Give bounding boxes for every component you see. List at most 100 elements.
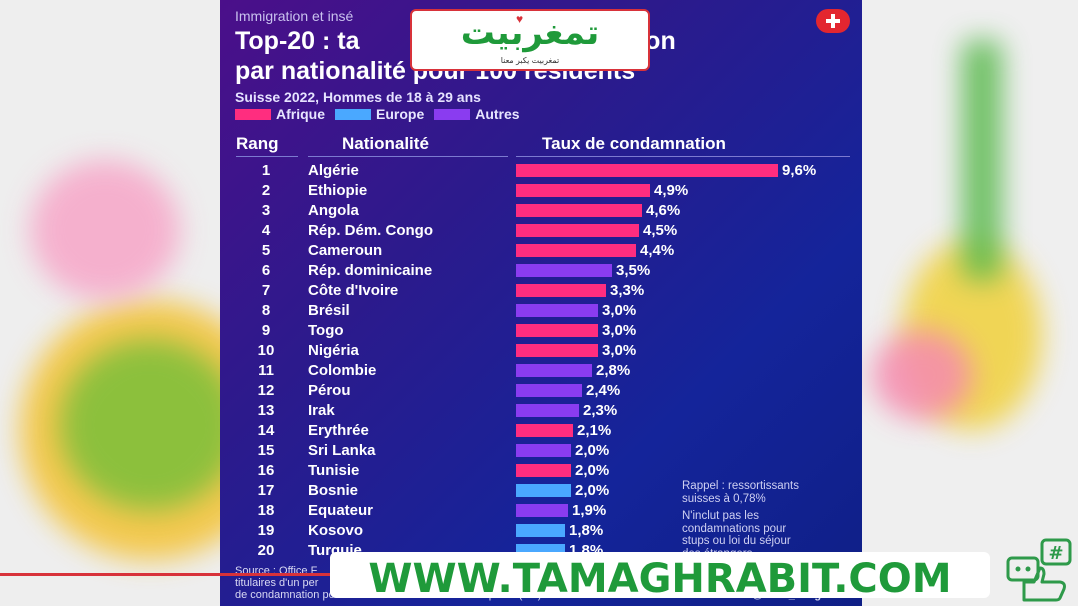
value-label: 4,4% xyxy=(640,242,675,259)
header-underline xyxy=(516,156,850,157)
site-logo[interactable]: ♥ تمغربيت تمغربيت يكبر معنا xyxy=(410,9,650,71)
country-label: Rép. dominicaine xyxy=(308,262,433,279)
bar xyxy=(516,264,612,277)
country-label: Equateur xyxy=(308,502,374,519)
rank-number: 4 xyxy=(261,222,271,239)
country-label: Ethiopie xyxy=(308,182,368,199)
legend-label: Autres xyxy=(475,106,520,122)
rank-number: 10 xyxy=(257,342,275,359)
column-header-rate: Taux de condamnation xyxy=(542,134,726,153)
background-right xyxy=(862,0,1078,606)
value-label: 2,0% xyxy=(575,482,610,499)
chart-subtitle: Suisse 2022, Hommes de 18 à 29 ans xyxy=(235,89,481,105)
rank-number: 5 xyxy=(261,242,271,259)
rank-number: 9 xyxy=(261,322,271,339)
legend-label: Afrique xyxy=(276,106,325,122)
rank-number: 13 xyxy=(257,402,275,419)
value-label: 4,5% xyxy=(643,222,678,239)
country-label: Kosovo xyxy=(308,522,364,539)
rank-number: 20 xyxy=(257,542,275,559)
country-label: Colombie xyxy=(308,362,377,379)
bar xyxy=(516,184,650,197)
bar xyxy=(516,424,573,437)
source-line: titulaires d'un per xyxy=(235,577,319,589)
title-line1-start: Top-20 : ta xyxy=(235,27,360,55)
country-label: Cameroun xyxy=(308,242,383,259)
bar xyxy=(516,284,606,297)
infographic-panel: Immigration et insé Top-20 : ta nnation … xyxy=(220,0,862,606)
header-underline xyxy=(236,156,298,157)
blur-shape xyxy=(60,340,220,510)
value-label: 3,5% xyxy=(616,262,651,279)
bar xyxy=(516,524,565,537)
country-label: Brésil xyxy=(308,302,350,319)
note-line: Rappel : ressortissants xyxy=(682,480,799,492)
value-label: 2,0% xyxy=(575,462,610,479)
svg-text:#: # xyxy=(1048,543,1063,564)
blur-shape xyxy=(872,330,972,420)
header-underline xyxy=(308,156,508,157)
swiss-flag-icon xyxy=(816,9,850,33)
bar xyxy=(516,504,568,517)
website-url: WWW.TAMAGHRABIT.COM xyxy=(368,556,952,602)
note-line: suisses à 0,78% xyxy=(682,492,766,505)
rank-number: 2 xyxy=(261,182,271,199)
rank-number: 1 xyxy=(261,162,271,179)
background-left xyxy=(0,0,220,606)
logo-text: تمغربيت xyxy=(460,13,600,53)
bar xyxy=(516,464,571,477)
legend-swatch-europe xyxy=(335,108,371,120)
rank-number: 8 xyxy=(261,302,271,319)
banner-red-line xyxy=(0,573,650,576)
bar xyxy=(516,384,582,397)
bar xyxy=(516,444,571,457)
value-label: 4,9% xyxy=(654,182,689,199)
legend-swatch-afrique xyxy=(235,108,271,120)
legend-item-europe: Europe xyxy=(335,106,424,122)
rank-number: 16 xyxy=(257,462,275,479)
note-line: stups ou loi du séjour xyxy=(682,535,791,547)
logo-subtitle: تمغربيت يكبر معنا xyxy=(500,56,560,65)
value-label: 1,9% xyxy=(572,502,607,519)
legend-label: Europe xyxy=(376,106,425,122)
value-label: 2,8% xyxy=(596,362,631,379)
value-label: 9,6% xyxy=(782,162,817,179)
value-label: 2,4% xyxy=(586,382,621,399)
legend-swatch-autres xyxy=(434,108,471,120)
bar xyxy=(516,344,598,357)
country-label: Angola xyxy=(308,202,359,219)
bar xyxy=(516,224,639,237)
note-line: condamnations pour xyxy=(682,522,787,535)
bar xyxy=(516,304,598,317)
value-label: 2,0% xyxy=(575,442,610,459)
bar xyxy=(516,164,778,177)
rank-number: 7 xyxy=(261,282,271,299)
note-rappel: Rappel : ressortissants suisses à 0,78% xyxy=(682,480,799,505)
country-label: Côte d'Ivoire xyxy=(308,282,399,299)
note-line: N'inclut pas les xyxy=(682,510,759,522)
website-banner[interactable]: WWW.TAMAGHRABIT.COM xyxy=(330,552,990,602)
column-header-rank: Rang xyxy=(236,134,279,153)
heart-icon: ♥ xyxy=(516,12,524,26)
country-label: Pérou xyxy=(308,382,351,399)
rank-number: 3 xyxy=(261,202,271,219)
value-label: 3,0% xyxy=(602,302,637,319)
country-label: Erythrée xyxy=(308,422,369,439)
value-label: 3,0% xyxy=(602,342,637,359)
country-label: Rép. Dém. Congo xyxy=(308,222,434,239)
value-label: 3,3% xyxy=(610,282,645,299)
country-label: Algérie xyxy=(308,162,359,179)
value-label: 1,8% xyxy=(569,522,604,539)
value-label: 2,3% xyxy=(583,402,618,419)
rank-number: 17 xyxy=(257,482,275,499)
rank-number: 12 xyxy=(257,382,275,399)
rank-number: 6 xyxy=(261,262,271,279)
social-thumbs-up-icon: # xyxy=(1006,538,1072,602)
value-label: 4,6% xyxy=(646,202,681,219)
bar xyxy=(516,484,571,497)
legend-item-afrique: Afrique xyxy=(235,106,325,122)
rank-number: 14 xyxy=(257,422,275,439)
value-label: 3,0% xyxy=(602,322,637,339)
rank-number: 18 xyxy=(257,502,275,519)
legend: Afrique Europe Autres xyxy=(235,106,520,122)
